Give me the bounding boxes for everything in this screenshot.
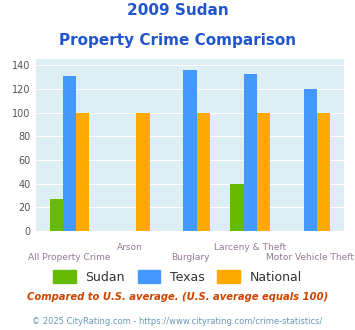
Text: Property Crime Comparison: Property Crime Comparison — [59, 33, 296, 48]
Text: © 2025 CityRating.com - https://www.cityrating.com/crime-statistics/: © 2025 CityRating.com - https://www.city… — [32, 317, 323, 326]
Text: Arson: Arson — [117, 243, 143, 251]
Legend: Sudan, Texas, National: Sudan, Texas, National — [48, 265, 307, 289]
Text: Larceny & Theft: Larceny & Theft — [214, 243, 286, 251]
Bar — [136, 113, 149, 231]
Text: Burglary: Burglary — [171, 253, 209, 262]
Bar — [244, 74, 257, 231]
Bar — [230, 184, 244, 231]
Bar — [63, 76, 76, 231]
Text: Compared to U.S. average. (U.S. average equals 100): Compared to U.S. average. (U.S. average … — [27, 292, 328, 302]
Text: Motor Vehicle Theft: Motor Vehicle Theft — [267, 253, 354, 262]
Bar — [317, 113, 330, 231]
Bar — [257, 113, 270, 231]
Bar — [183, 70, 197, 231]
Bar — [197, 113, 210, 231]
Bar — [50, 199, 63, 231]
Bar — [76, 113, 89, 231]
Text: All Property Crime: All Property Crime — [28, 253, 111, 262]
Bar — [304, 89, 317, 231]
Text: 2009 Sudan: 2009 Sudan — [127, 3, 228, 18]
